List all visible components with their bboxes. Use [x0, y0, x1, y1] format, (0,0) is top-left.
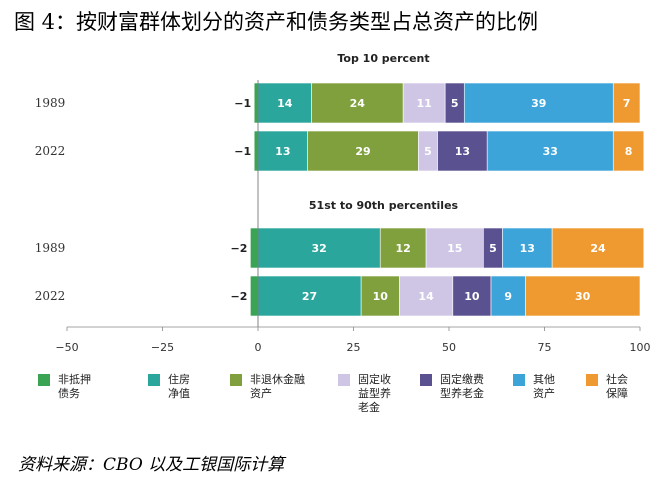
bar-segment — [311, 82, 404, 124]
legend-swatch — [513, 374, 525, 386]
bar-segment — [425, 227, 484, 269]
data-label: 14 — [277, 97, 293, 110]
negative-data-label: −2 — [230, 290, 247, 303]
legend-label: 固定收益型养老金 — [358, 372, 391, 414]
bar-segment — [551, 227, 645, 269]
legend-swatch — [420, 374, 432, 386]
bar-segment — [486, 130, 614, 172]
data-label: 8 — [625, 145, 633, 158]
bar-segment — [402, 82, 446, 124]
legend-swatch — [230, 374, 242, 386]
legend-label: 其他资产 — [533, 373, 555, 400]
panel-title: Top 10 percent — [337, 52, 429, 65]
data-label: 13 — [275, 145, 290, 158]
legend-label: 社会保障 — [606, 372, 628, 400]
legend-swatch — [38, 374, 50, 386]
bar-segment — [253, 130, 259, 172]
data-label: 10 — [373, 290, 389, 303]
data-label: 5 — [489, 242, 497, 255]
category-label: 1989 — [35, 96, 66, 110]
legend-label: 非抵押债务 — [58, 372, 91, 400]
bar-segment — [253, 82, 259, 124]
legend-label: 住房净值 — [168, 372, 190, 400]
data-label: 9 — [504, 290, 512, 303]
bar-segment — [612, 82, 641, 124]
x-tick-label: 100 — [630, 341, 651, 354]
bar-segment — [490, 275, 526, 317]
legend-label: 固定缴费型养老金 — [440, 372, 484, 400]
negative-data-label: −1 — [234, 97, 251, 110]
legend-label: 非退休金融资产 — [250, 372, 305, 400]
bar-segment — [525, 275, 641, 317]
data-label: 14 — [418, 290, 434, 303]
chart-title: 图 4：按财富群体划分的资产和债务类型占总资产的比例 — [14, 10, 539, 34]
x-tick-label: −25 — [151, 341, 174, 354]
data-label: 24 — [350, 97, 366, 110]
bar-segment — [612, 130, 645, 172]
x-tick-label: 50 — [442, 341, 456, 354]
source-note: 资料来源：CBO 以及工银国际计算 — [18, 455, 285, 475]
data-label: 39 — [531, 97, 546, 110]
category-label: 1989 — [35, 241, 66, 255]
data-label: 5 — [424, 145, 432, 158]
data-label: 10 — [464, 290, 480, 303]
bar-segment — [437, 130, 488, 172]
x-tick-label: 0 — [255, 341, 262, 354]
data-label: 32 — [311, 242, 326, 255]
bar-segment — [502, 227, 553, 269]
bar-segment — [463, 82, 614, 124]
data-label: 30 — [575, 290, 591, 303]
bar-segment — [250, 275, 259, 317]
data-label: 12 — [396, 242, 411, 255]
bar-segment — [257, 227, 381, 269]
bar-segment — [257, 82, 312, 124]
bar-segment — [307, 130, 419, 172]
data-label: 29 — [355, 145, 370, 158]
bar-segment — [399, 275, 454, 317]
data-label: 11 — [417, 97, 432, 110]
data-label: 7 — [623, 97, 631, 110]
category-label: 2022 — [35, 289, 66, 303]
bar-segment — [250, 227, 259, 269]
data-label: 13 — [455, 145, 470, 158]
data-label: 24 — [590, 242, 606, 255]
bar-segment — [360, 275, 400, 317]
data-label: 5 — [451, 97, 459, 110]
bar-segment — [257, 275, 362, 317]
panel-title: 51st to 90th percentiles — [309, 199, 459, 212]
category-label: 2022 — [35, 144, 66, 158]
negative-data-label: −1 — [234, 145, 251, 158]
x-tick-label: 25 — [347, 341, 361, 354]
x-tick-label: 75 — [538, 341, 552, 354]
legend-swatch — [338, 374, 350, 386]
data-label: 27 — [302, 290, 317, 303]
data-label: 13 — [520, 242, 535, 255]
legend-swatch — [148, 374, 160, 386]
negative-data-label: −2 — [230, 242, 247, 255]
data-label: 15 — [447, 242, 462, 255]
data-label: 33 — [543, 145, 558, 158]
legend-swatch — [586, 374, 598, 386]
bar-segment — [257, 130, 308, 172]
x-tick-label: −50 — [55, 341, 78, 354]
